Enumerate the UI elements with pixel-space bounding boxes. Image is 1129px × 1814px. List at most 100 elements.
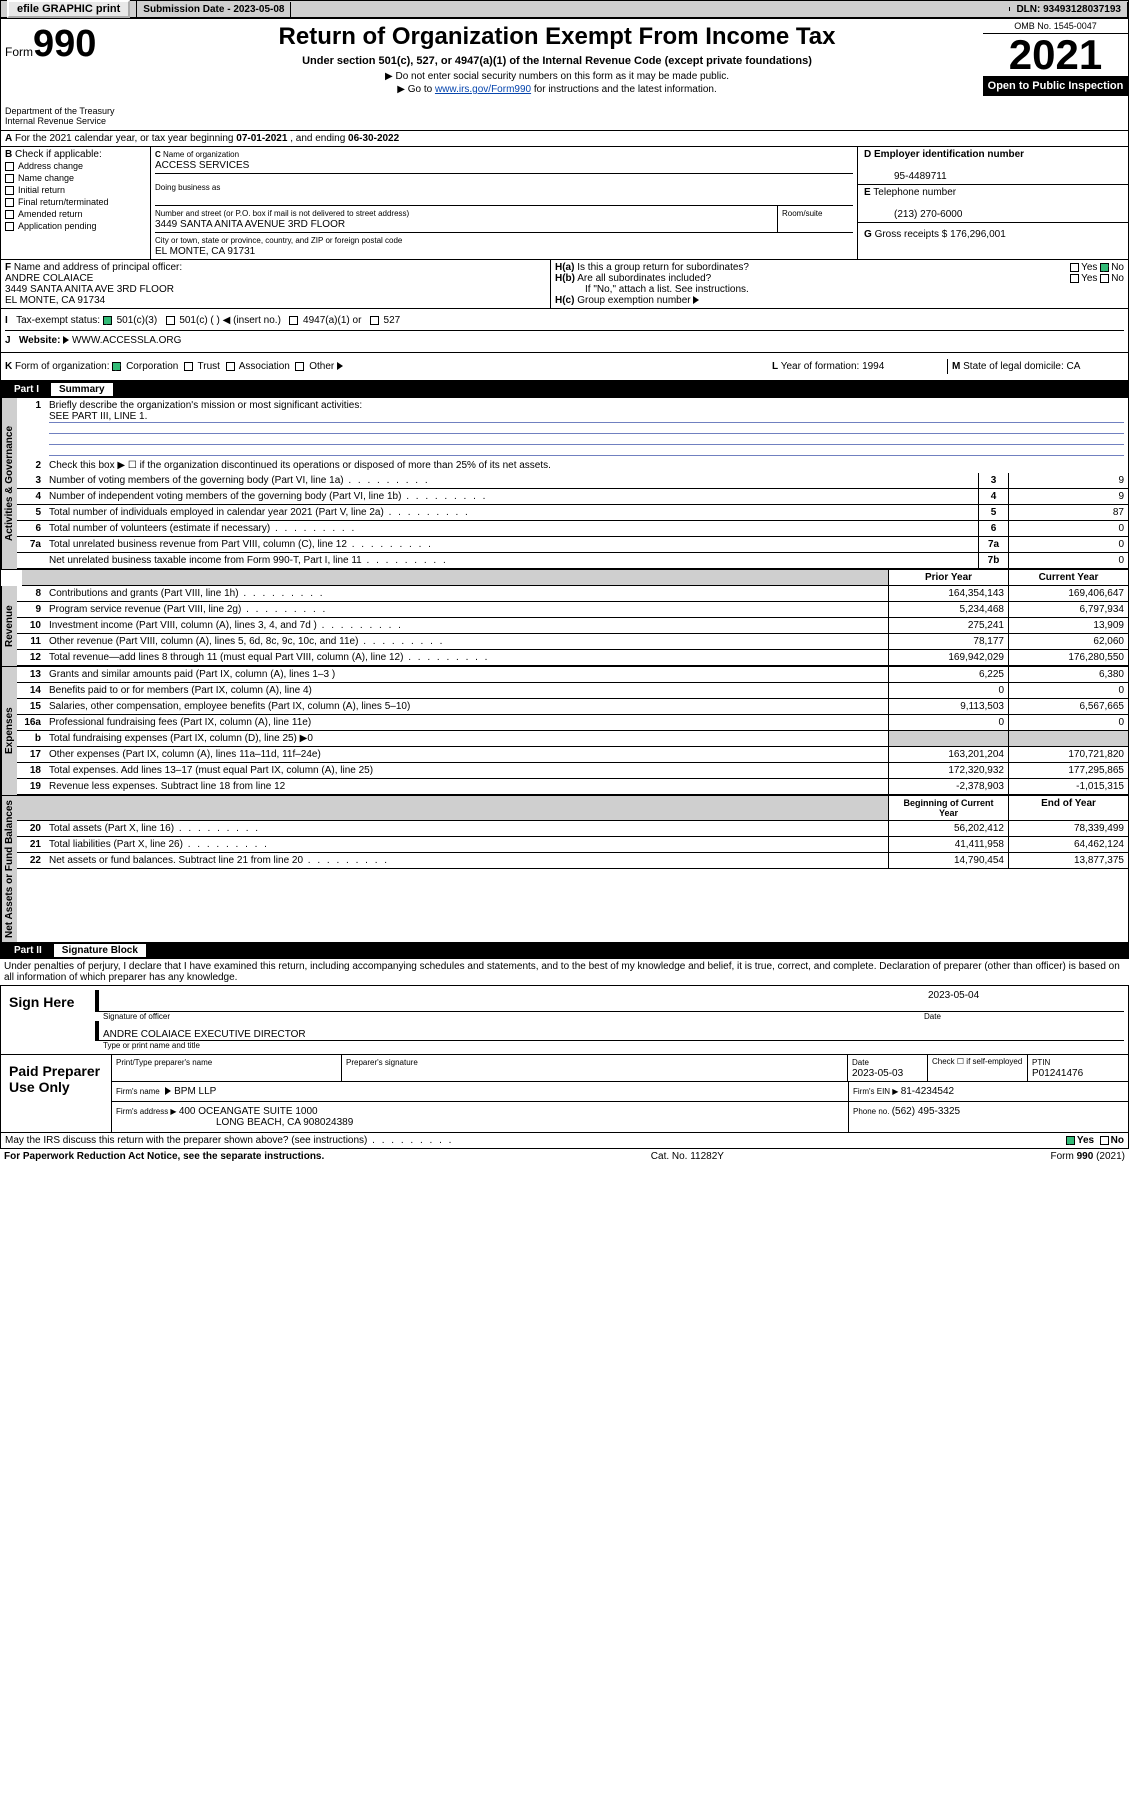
boy-hdr: Beginning of Current Year	[888, 796, 1008, 820]
prep-date: 2023-05-03	[852, 1068, 903, 1079]
discuss-yes[interactable]: ✔	[1066, 1136, 1075, 1145]
f-lbl: Name and address of principal officer:	[14, 262, 182, 273]
period-begin: 07-01-2021	[236, 133, 287, 144]
part2-bar: Part II Signature Block	[0, 942, 1129, 959]
domicile: CA	[1067, 361, 1081, 372]
firm-addr-lbl: Firm's address ▶	[116, 1107, 179, 1116]
triangle-icon	[337, 362, 343, 370]
paid-preparer-block: Paid Preparer Use Only Print/Type prepar…	[0, 1055, 1129, 1133]
sign-here-lbl: Sign Here	[1, 986, 91, 1054]
cb-corp[interactable]: ✔	[112, 362, 121, 371]
tax-year: 2021	[983, 34, 1128, 76]
hc-q: Group exemption number	[577, 295, 690, 306]
instructions-link[interactable]: www.irs.gov/Form990	[435, 84, 531, 95]
q1a: SEE PART III, LINE 1.	[49, 411, 147, 422]
prep-name-lbl: Print/Type preparer's name	[116, 1058, 212, 1067]
footer-right: Form 990 (2021)	[1051, 1151, 1125, 1162]
city-lbl: City or town, state or province, country…	[155, 236, 402, 245]
cb-address[interactable]	[5, 162, 14, 171]
prep-sig-lbl: Preparer's signature	[346, 1058, 418, 1067]
period-row: A For the 2021 calendar year, or tax yea…	[0, 131, 1129, 147]
top-toolbar: efile GRAPHIC print Submission Date - 20…	[0, 0, 1129, 18]
q2: Check this box ▶ ☐ if the organization d…	[45, 458, 1128, 473]
officer-sig-name: ANDRE COLAIACE EXECUTIVE DIRECTOR	[103, 1029, 306, 1040]
cb-assoc[interactable]	[226, 362, 235, 371]
org-addr: 3449 SANTA ANITA AVENUE 3RD FLOOR	[155, 219, 345, 230]
info-row-2: F Name and address of principal officer:…	[0, 260, 1129, 309]
efile-button[interactable]: efile GRAPHIC print	[7, 0, 130, 18]
curr-year-hdr: Current Year	[1008, 570, 1128, 585]
cb-trust[interactable]	[184, 362, 193, 371]
firm-phone-lbl: Phone no.	[853, 1107, 892, 1116]
j-lbl: Website:	[19, 335, 61, 346]
firm-ein-lbl: Firm's EIN ▶	[853, 1087, 901, 1096]
cb-other[interactable]	[295, 362, 304, 371]
eoy-hdr: End of Year	[1008, 796, 1128, 820]
irs: Internal Revenue Service	[5, 116, 127, 126]
open-inspection: Open to Public Inspection	[983, 76, 1128, 96]
page-footer: For Paperwork Reduction Act Notice, see …	[0, 1149, 1129, 1164]
prior-year-hdr: Prior Year	[888, 570, 1008, 585]
summary-section: Activities & Governance 1 Briefly descri…	[0, 398, 1129, 942]
officer-city: EL MONTE, CA 91734	[5, 295, 105, 306]
ha-yes[interactable]	[1070, 263, 1079, 272]
triangle-icon	[165, 1087, 171, 1095]
discuss-row: May the IRS discuss this return with the…	[0, 1133, 1129, 1149]
cb-amended[interactable]	[5, 210, 14, 219]
firm-name-lbl: Firm's name	[116, 1087, 160, 1096]
officer-name: ANDRE COLAIACE	[5, 273, 93, 284]
cb-final[interactable]	[5, 198, 14, 207]
period-end: 06-30-2022	[348, 133, 399, 144]
ptin-lbl: PTIN	[1032, 1058, 1050, 1067]
note2-post: for instructions and the latest informat…	[531, 84, 717, 95]
subdate-label: Submission Date -	[143, 4, 233, 15]
cb-4947[interactable]	[289, 316, 298, 325]
penalty-text: Under penalties of perjury, I declare th…	[0, 959, 1129, 985]
ha-q: Is this a group return for subordinates?	[577, 262, 749, 273]
e-lbl: Telephone number	[873, 187, 956, 198]
k-lbl: Form of organization:	[15, 361, 110, 372]
triangle-icon	[693, 296, 699, 304]
cb-initial[interactable]	[5, 186, 14, 195]
hb-no[interactable]	[1100, 274, 1109, 283]
sign-block: Sign Here 2023-05-04 Signature of office…	[0, 985, 1129, 1055]
triangle-icon	[63, 336, 69, 344]
paid-lbl: Paid Preparer Use Only	[1, 1055, 111, 1132]
part2-title: Signature Block	[54, 944, 146, 957]
self-emp: Check ☐ if self-employed	[928, 1055, 1028, 1081]
firm-phone: (562) 495-3325	[892, 1106, 960, 1117]
cb-namechange[interactable]	[5, 174, 14, 183]
dln: 93493128037193	[1043, 4, 1121, 15]
type-name-lbl: Type or print name and title	[95, 1041, 1124, 1050]
sig-date-lbl: Date	[924, 1012, 1124, 1021]
form-number: 990	[33, 23, 96, 65]
part1-num: Part I	[6, 384, 47, 395]
subdate: 2023-05-08	[233, 4, 284, 15]
d-lbl: Employer identification number	[874, 149, 1024, 160]
ha-no[interactable]: ✔	[1100, 263, 1109, 272]
hb-q: Are all subordinates included?	[577, 273, 711, 284]
info-row-1: B Check if applicable: Address change Na…	[0, 147, 1129, 260]
part2-num: Part II	[6, 945, 50, 956]
tab-expenses: Expenses	[1, 667, 17, 795]
cb-527[interactable]	[370, 316, 379, 325]
g-lbl: Gross receipts $	[875, 229, 951, 240]
hb-yes[interactable]	[1070, 274, 1079, 283]
year-formation: 1994	[862, 361, 884, 372]
i-lbl: Tax-exempt status:	[16, 315, 100, 326]
discuss-no[interactable]	[1100, 1136, 1109, 1145]
form-subtitle: Under section 501(c), 527, or 4947(a)(1)…	[135, 55, 979, 67]
part1-bar: Part I Summary	[0, 381, 1129, 398]
officer-addr: 3449 SANTA ANITA AVE 3RD FLOOR	[5, 284, 174, 295]
dba-lbl: Doing business as	[155, 183, 220, 192]
c-name-lbl: Name of organization	[163, 150, 239, 159]
firm-ein: 81-4234542	[901, 1086, 954, 1097]
form-word: Form	[5, 45, 33, 59]
cb-501c3[interactable]: ✔	[103, 316, 112, 325]
cb-501c[interactable]	[166, 316, 175, 325]
website: WWW.ACCESSLA.ORG	[72, 335, 181, 346]
org-name: ACCESS SERVICES	[155, 160, 249, 171]
cb-pending[interactable]	[5, 222, 14, 231]
ptin: P01241476	[1032, 1068, 1083, 1079]
note2-pre: Go to	[408, 84, 435, 95]
